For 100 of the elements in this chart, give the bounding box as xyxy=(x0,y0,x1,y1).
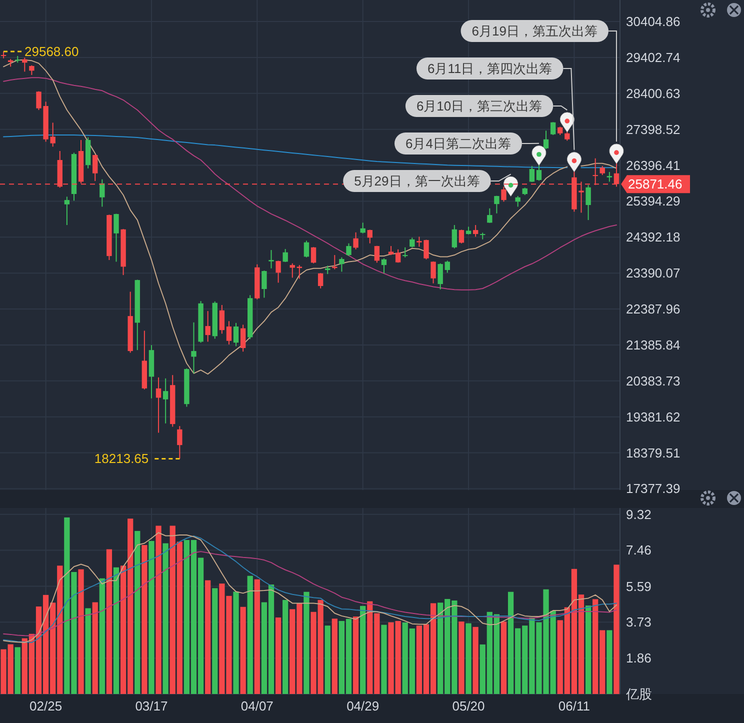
bar xyxy=(14,647,20,694)
annotation: 6月19日，第五次出筹 xyxy=(472,24,598,38)
bar xyxy=(85,608,91,694)
y-tick-label: 17377.39 xyxy=(626,481,680,496)
bar xyxy=(332,618,338,694)
y-tick-label: 3.73 xyxy=(626,614,652,630)
candlestick xyxy=(64,196,70,226)
candlestick xyxy=(388,246,394,256)
candlestick xyxy=(346,242,352,257)
bar xyxy=(466,623,472,694)
y-tick-label: 5.59 xyxy=(626,578,652,594)
y-tick-label: 21385.84 xyxy=(626,337,680,352)
candlestick xyxy=(402,246,408,258)
candlestick xyxy=(226,320,232,345)
candlestick xyxy=(191,322,196,374)
line-series xyxy=(3,551,617,636)
candlestick xyxy=(353,232,358,250)
bar xyxy=(78,569,84,694)
bar xyxy=(233,592,239,694)
candlestick xyxy=(233,322,239,347)
candlestick xyxy=(205,310,210,342)
bar xyxy=(585,606,592,694)
bar xyxy=(381,624,387,694)
candlestick xyxy=(564,131,570,142)
candlestick xyxy=(494,195,500,214)
y-tick-label: 7.46 xyxy=(626,542,652,558)
candlestick xyxy=(290,262,295,278)
y-tick-label: 26396.41 xyxy=(626,158,680,173)
candlestick xyxy=(487,208,492,224)
candlestick xyxy=(296,264,302,280)
candlestick xyxy=(452,224,458,249)
candlestick xyxy=(367,229,372,244)
y-tick-label: 29402.74 xyxy=(626,50,680,65)
candlestick xyxy=(410,237,415,248)
candlestick xyxy=(458,229,464,244)
y-tick-label: 20383.73 xyxy=(626,373,680,388)
bar xyxy=(162,543,168,694)
y-tick-label: 24392.18 xyxy=(626,230,680,245)
candlestick xyxy=(29,64,34,76)
candlestick xyxy=(374,245,380,264)
bar xyxy=(472,626,478,694)
bar xyxy=(142,545,148,694)
candlestick xyxy=(395,248,401,264)
bar xyxy=(156,526,162,694)
candlestick xyxy=(114,213,119,262)
candlestick xyxy=(22,57,28,72)
x-tick-label: 03/17 xyxy=(135,698,168,714)
bar xyxy=(458,622,464,694)
x-tick-label: 04/07 xyxy=(240,698,274,714)
candlestick xyxy=(586,184,591,221)
candlestick xyxy=(444,260,450,274)
bar xyxy=(614,564,620,694)
bar xyxy=(99,578,105,694)
candlestick xyxy=(381,258,387,274)
y-tick-label: 18379.51 xyxy=(626,445,680,460)
candlestick xyxy=(472,224,478,238)
bar xyxy=(106,549,112,694)
bar xyxy=(134,530,140,694)
y-tick-label: 亿股 xyxy=(625,686,652,702)
x-tick-label: 05/20 xyxy=(452,698,485,714)
candlestick xyxy=(219,304,225,334)
annotation: 6月4日第二次出筹 xyxy=(406,136,511,151)
annotation: 5月29日，第一次出筹 xyxy=(354,174,480,188)
y-tick-label: 22387.96 xyxy=(626,302,680,317)
candlestick xyxy=(100,178,105,208)
candlestick xyxy=(536,164,542,182)
candlestick xyxy=(543,130,549,150)
candlestick xyxy=(550,122,556,136)
x-tick-label: 04/29 xyxy=(346,698,380,714)
candlestick xyxy=(501,186,506,202)
annotation: 18213.65 xyxy=(94,451,149,466)
candlestick xyxy=(515,196,520,208)
candlestick xyxy=(332,254,338,270)
annotation: 29568.60 xyxy=(24,44,79,60)
y-tick-label: 9.32 xyxy=(626,506,652,522)
candlestick xyxy=(360,222,366,234)
candlestick xyxy=(339,256,344,272)
y-tick-label: 27398.52 xyxy=(626,122,680,137)
candlestick xyxy=(276,260,281,284)
bar xyxy=(247,576,253,694)
y-tick-label: 1.86 xyxy=(626,650,652,666)
candlestick xyxy=(92,154,98,182)
candlestick xyxy=(600,166,605,176)
bar xyxy=(254,579,260,694)
bar xyxy=(352,616,359,694)
candlestick xyxy=(430,260,436,284)
bar xyxy=(324,626,330,694)
x-tick-label: 06/11 xyxy=(558,698,590,714)
bar xyxy=(113,567,120,694)
bar xyxy=(212,588,218,694)
bar xyxy=(360,606,366,694)
candlestick xyxy=(156,376,162,434)
candlestick xyxy=(438,262,443,290)
bar xyxy=(500,622,507,694)
bar xyxy=(282,600,288,694)
candlestick xyxy=(318,272,324,289)
candlestick xyxy=(310,246,316,264)
y-tick-label: 19381.62 xyxy=(626,409,680,424)
candlestick xyxy=(529,166,535,183)
y-tick-label: 23390.07 xyxy=(626,266,680,281)
